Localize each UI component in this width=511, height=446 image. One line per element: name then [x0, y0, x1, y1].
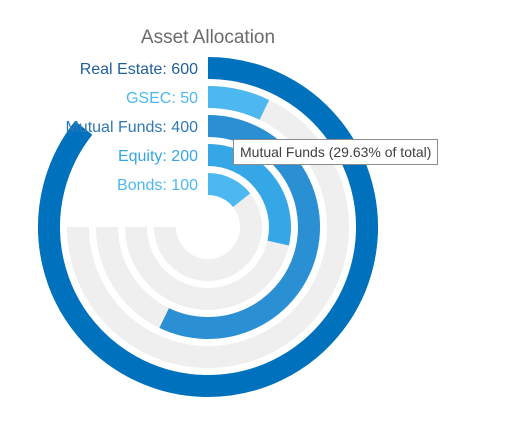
track-gsec: [67, 86, 349, 368]
label-mutual-funds: Mutual Funds: 400: [65, 119, 198, 136]
hover-tooltip: Mutual Funds (29.63% of total): [233, 139, 439, 165]
chart-title: Asset Allocation: [141, 27, 275, 48]
label-real-estate: Real Estate: 600: [80, 61, 198, 78]
bar-equity[interactable]: [207, 144, 291, 246]
bar-real-estate[interactable]: [38, 57, 378, 397]
bar-bonds[interactable]: [207, 173, 251, 208]
bar-gsec[interactable]: [207, 86, 270, 120]
label-bonds: Bonds: 100: [117, 177, 198, 194]
ring-labels: Real Estate: 600 GSEC: 50 Mutual Funds: 40…: [65, 61, 198, 194]
label-gsec: GSEC: 50: [126, 90, 198, 107]
label-equity: Equity: 200: [118, 148, 198, 165]
